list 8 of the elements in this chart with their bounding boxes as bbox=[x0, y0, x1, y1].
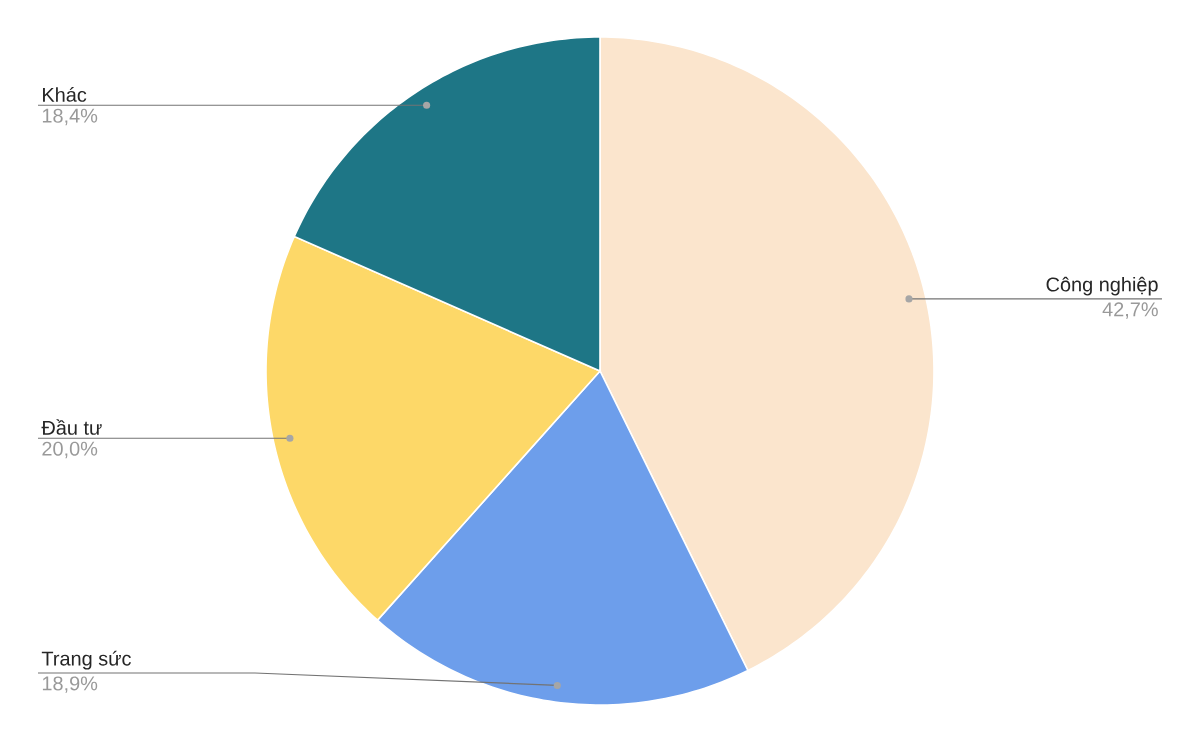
slice-label: Đầu tư bbox=[41, 419, 102, 435]
slice-label: Công nghiệp bbox=[1046, 276, 1158, 296]
data-label: 20,0% bbox=[42, 441, 98, 459]
data-label: 18,9% bbox=[42, 676, 98, 693]
data-label: 18,4% bbox=[42, 108, 98, 126]
slice-label: Trang sức bbox=[41, 650, 131, 670]
slice-label: Khác bbox=[43, 86, 87, 102]
data-label: 42,7% bbox=[1102, 302, 1158, 319]
